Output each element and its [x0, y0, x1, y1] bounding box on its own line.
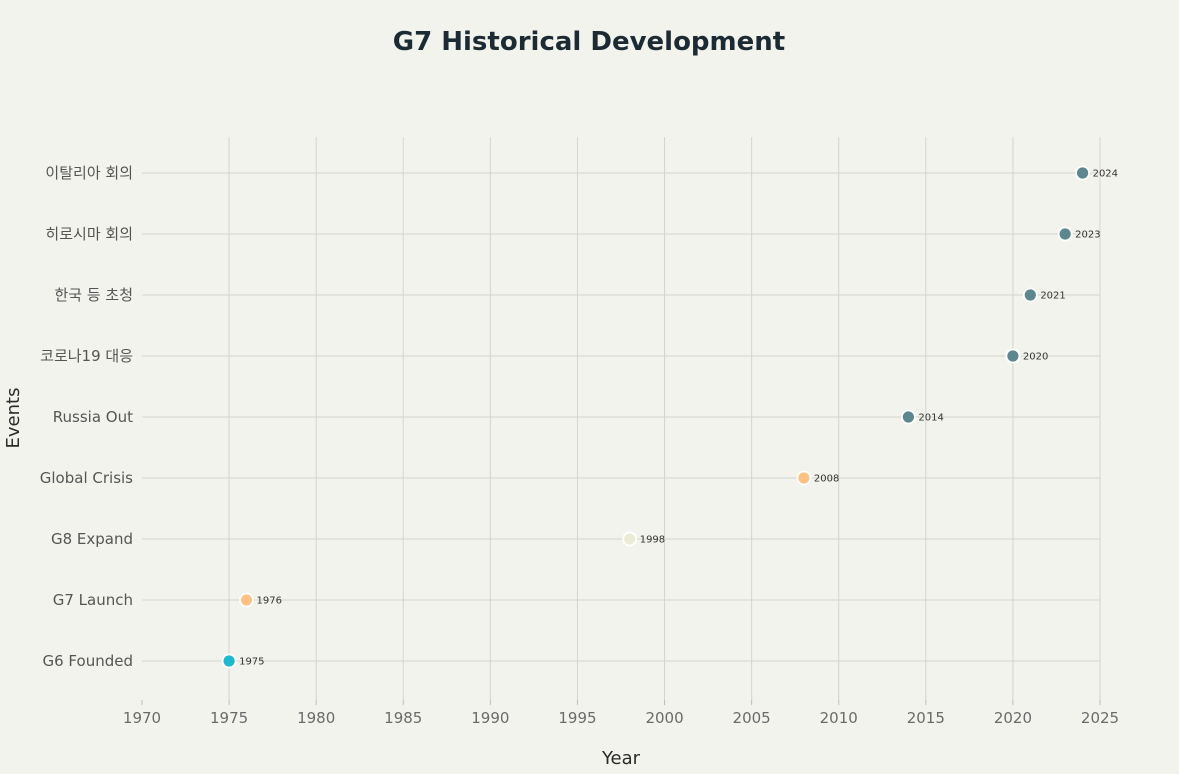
x-tick-label: 1970 [123, 709, 161, 727]
data-point [796, 470, 812, 486]
x-tick-label: 2020 [994, 709, 1032, 727]
data-label: 1998 [640, 535, 665, 546]
y-category-label: G7 Launch [53, 591, 133, 609]
data-label: 2021 [1040, 291, 1065, 302]
y-category-label: 코로나19 대응 [40, 347, 133, 365]
y-category-label: 히로시마 회의 [45, 225, 133, 243]
data-label: 2024 [1093, 169, 1118, 180]
x-tick-label: 1975 [210, 709, 248, 727]
data-point [1022, 287, 1038, 303]
y-category-label: G6 Founded [43, 652, 134, 670]
data-label: 2014 [918, 413, 943, 424]
data-label: 1975 [239, 657, 264, 668]
data-point [901, 409, 916, 425]
data-label: 1976 [257, 596, 282, 607]
data-label: 2023 [1075, 230, 1100, 241]
data-point [1005, 348, 1021, 364]
data-point [622, 531, 638, 547]
x-tick-label: 1990 [471, 709, 509, 727]
x-tick-label: 2015 [907, 709, 945, 727]
y-category-label: Global Crisis [40, 469, 133, 487]
grid-layer [142, 137, 1101, 700]
data-point [239, 592, 254, 608]
y-category-label: 이탈리아 회의 [45, 164, 133, 182]
data-label: 2020 [1023, 352, 1048, 363]
x-tick-label: 2000 [645, 709, 683, 727]
y-axis-labels: G6 Founded G7 Launch G8 Expand Global Crisi… [40, 164, 133, 670]
y-category-label: 한국 등 초청 [54, 286, 133, 304]
x-axis-title: Year [601, 748, 641, 769]
data-points: 1975 1976 1998 2008 2014 2020 2021 2023 2024 [221, 165, 1118, 669]
x-tick-label: 2010 [820, 709, 858, 727]
y-axis-title: Events [3, 388, 24, 449]
x-tick-label: 1985 [384, 709, 422, 727]
data-point [1057, 226, 1073, 242]
y-category-label: G8 Expand [51, 530, 133, 548]
x-axis-ticks: 1970 1975 1980 1985 1990 1995 2000 2005 2010 2015… [123, 700, 1119, 727]
data-point [1075, 165, 1090, 181]
x-tick-label: 2025 [1081, 709, 1119, 727]
x-tick-label: 2005 [733, 709, 771, 727]
y-category-label: Russia Out [53, 408, 133, 426]
data-point [221, 653, 237, 669]
chart-title: G7 Historical Development [393, 27, 785, 57]
data-label: 2008 [814, 474, 839, 485]
x-tick-label: 1995 [558, 709, 596, 727]
x-tick-label: 1980 [297, 709, 335, 727]
